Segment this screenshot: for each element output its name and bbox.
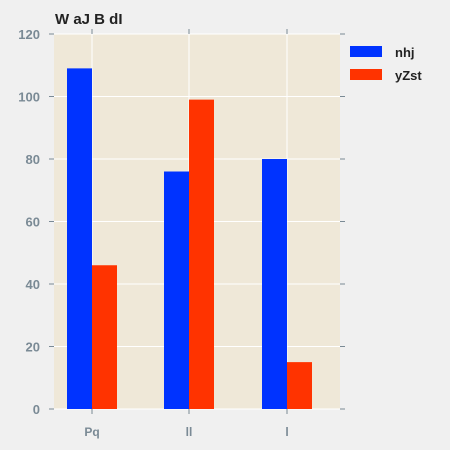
y-tick-label: 40 <box>26 277 40 292</box>
chart-title: W aJ B dI <box>55 11 123 28</box>
bar-yZst <box>189 100 214 409</box>
x-tick-label: Pq <box>84 425 99 439</box>
y-tick-label: 80 <box>26 152 40 167</box>
y-tick-label: 60 <box>26 215 40 230</box>
bar-nhj <box>67 68 92 409</box>
y-tick-label: 0 <box>33 402 40 417</box>
legend-swatch <box>350 69 382 80</box>
legend-label: nhj <box>395 45 415 60</box>
x-tick-label: ll <box>186 425 193 439</box>
x-tick-label: l <box>285 425 288 439</box>
bar-nhj <box>164 172 189 410</box>
y-tick-label: 120 <box>18 27 40 42</box>
legend: nhj yZst <box>350 45 422 83</box>
legend-label: yZst <box>395 68 422 83</box>
bar-yZst <box>92 265 117 409</box>
bar-yZst <box>287 362 312 409</box>
bar-nhj <box>262 159 287 409</box>
y-tick-label: 20 <box>26 340 40 355</box>
legend-swatch <box>350 46 382 57</box>
y-tick-label: 100 <box>18 90 40 105</box>
